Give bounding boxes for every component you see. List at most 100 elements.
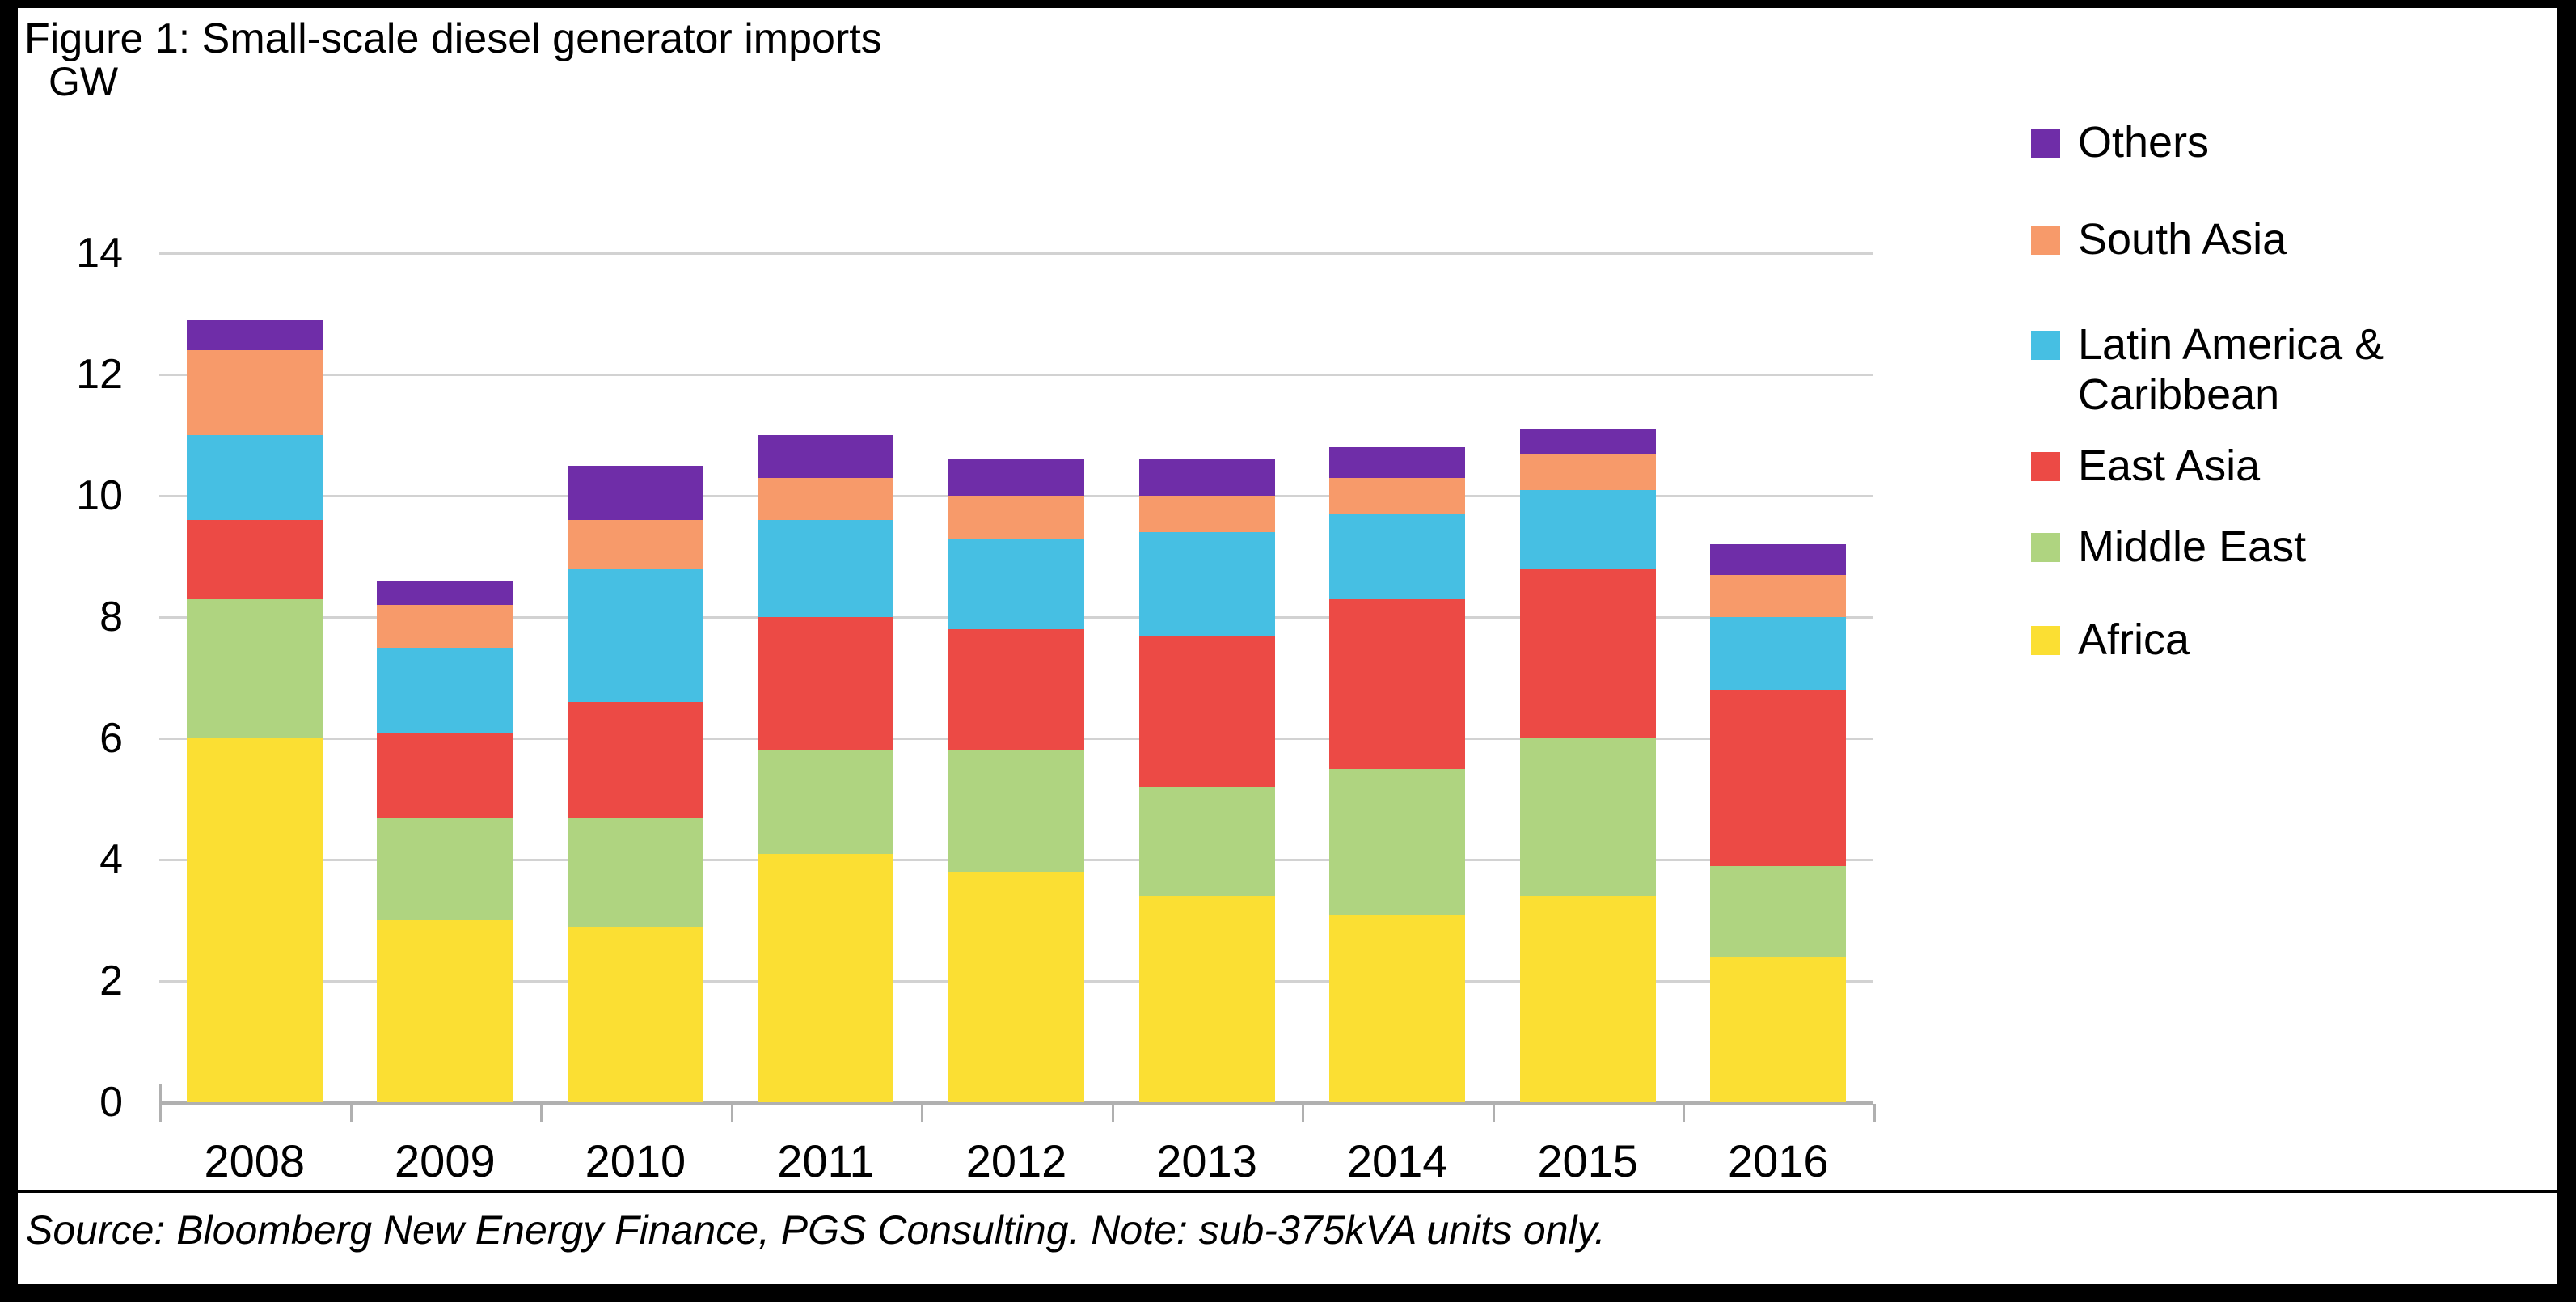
x-axis-line — [159, 1101, 1873, 1105]
bar-segment-2008-east-asia[interactable] — [187, 520, 323, 599]
bar-segment-2009-middle-east[interactable] — [377, 817, 513, 920]
bar-segment-2014-middle-east[interactable] — [1329, 768, 1465, 915]
x-axis-tick-2016 — [1873, 1104, 1876, 1122]
bar-segment-2009-south-asia[interactable] — [377, 605, 513, 648]
y-tick-label-0: 0 — [99, 1079, 123, 1126]
bar-segment-2010-east-asia[interactable] — [568, 702, 703, 818]
source-divider — [18, 1190, 2557, 1193]
bar-segment-2008-middle-east[interactable] — [187, 598, 323, 738]
bar-segment-2009-africa[interactable] — [377, 920, 513, 1102]
bar-2016[interactable] — [1710, 544, 1846, 1102]
bar-segment-2011-africa[interactable] — [758, 853, 893, 1102]
bar-segment-2011-middle-east[interactable] — [758, 750, 893, 854]
bar-segment-2009-east-asia[interactable] — [377, 732, 513, 818]
bar-segment-2014-east-asia[interactable] — [1329, 598, 1465, 769]
bar-segment-2013-south-asia[interactable] — [1139, 496, 1275, 532]
legend-item-others[interactable]: Others — [2031, 117, 2209, 167]
source-note: Source: Bloomberg New Energy Finance, PG… — [26, 1207, 1606, 1253]
x-axis-tick-2014 — [1493, 1104, 1495, 1122]
legend-swatch-icon — [2031, 226, 2060, 255]
bar-2010[interactable] — [568, 465, 703, 1102]
bar-2015[interactable] — [1520, 429, 1656, 1102]
x-axis-tick-origin — [159, 1104, 162, 1122]
x-tick-label-2010: 2010 — [585, 1135, 686, 1186]
bar-segment-2013-middle-east[interactable] — [1139, 787, 1275, 896]
bar-segment-2015-africa[interactable] — [1520, 896, 1656, 1102]
gridline-14 — [159, 252, 1873, 255]
bar-segment-2013-africa[interactable] — [1139, 896, 1275, 1102]
bar-2009[interactable] — [377, 581, 513, 1102]
x-tick-label-2012: 2012 — [965, 1135, 1067, 1186]
bar-segment-2015-east-asia[interactable] — [1520, 569, 1656, 738]
bar-segment-2008-others[interactable] — [187, 319, 323, 350]
bar-segment-2013-others[interactable] — [1139, 459, 1275, 496]
bar-segment-2014-others[interactable] — [1329, 447, 1465, 478]
x-tick-label-2014: 2014 — [1346, 1135, 1448, 1186]
legend-swatch-icon — [2031, 533, 2060, 562]
legend-item-middle-east[interactable]: Middle East — [2031, 522, 2306, 572]
bar-2008[interactable] — [187, 319, 323, 1102]
x-tick-label-2013: 2013 — [1156, 1135, 1257, 1186]
legend-label: South Asia — [2078, 215, 2287, 264]
y-axis-origin-tick — [159, 1084, 162, 1102]
bar-segment-2009-latin-america-caribbean[interactable] — [377, 647, 513, 733]
y-axis-unit-label: GW — [49, 59, 119, 104]
x-tick-label-2015: 2015 — [1537, 1135, 1638, 1186]
bar-segment-2016-latin-america-caribbean[interactable] — [1710, 617, 1846, 690]
legend-label: Middle East — [2078, 522, 2307, 571]
x-tick-label-2011: 2011 — [777, 1135, 875, 1186]
bar-segment-2014-africa[interactable] — [1329, 914, 1465, 1102]
x-tick-label-2009: 2009 — [395, 1135, 496, 1186]
legend-swatch-icon — [2031, 129, 2060, 158]
bar-segment-2009-others[interactable] — [377, 581, 513, 605]
legend-label: Latin America & Caribbean — [2078, 320, 2384, 419]
bar-segment-2015-middle-east[interactable] — [1520, 738, 1656, 896]
legend-item-africa[interactable]: Africa — [2031, 615, 2190, 665]
legend-item-east-asia[interactable]: East Asia — [2031, 441, 2260, 491]
x-axis-tick-2011 — [921, 1104, 923, 1122]
bar-segment-2016-others[interactable] — [1710, 544, 1846, 575]
bar-segment-2015-others[interactable] — [1520, 429, 1656, 454]
bar-segment-2016-south-asia[interactable] — [1710, 574, 1846, 617]
bar-2013[interactable] — [1139, 459, 1275, 1102]
legend-item-latin-america-caribbean[interactable]: Latin America & Caribbean — [2031, 319, 2466, 420]
figure-title: Figure 1: Small-scale diesel generator i… — [24, 15, 882, 62]
bar-segment-2015-latin-america-caribbean[interactable] — [1520, 489, 1656, 569]
bar-segment-2010-south-asia[interactable] — [568, 520, 703, 569]
bar-2011[interactable] — [758, 435, 893, 1102]
x-axis-tick-2009 — [540, 1104, 543, 1122]
bar-segment-2016-middle-east[interactable] — [1710, 865, 1846, 957]
bar-segment-2012-south-asia[interactable] — [948, 496, 1084, 539]
bar-segment-2010-middle-east[interactable] — [568, 817, 703, 927]
legend-item-south-asia[interactable]: South Asia — [2031, 214, 2287, 264]
chart-plot-area: GW 0 2 4 6 8 10 12 14 2008 2009 2010 2011 2012 2013 2… — [18, 8, 2557, 1284]
bar-segment-2010-others[interactable] — [568, 465, 703, 520]
bar-segment-2011-latin-america-caribbean[interactable] — [758, 520, 893, 617]
bar-segment-2012-latin-america-caribbean[interactable] — [948, 538, 1084, 629]
bar-segment-2016-africa[interactable] — [1710, 957, 1846, 1102]
bar-segment-2012-east-asia[interactable] — [948, 629, 1084, 750]
bar-segment-2015-south-asia[interactable] — [1520, 453, 1656, 490]
bar-2014[interactable] — [1329, 447, 1465, 1102]
bar-segment-2012-others[interactable] — [948, 459, 1084, 496]
y-tick-label-10: 10 — [76, 472, 123, 519]
bar-segment-2013-east-asia[interactable] — [1139, 635, 1275, 787]
bar-segment-2013-latin-america-caribbean[interactable] — [1139, 532, 1275, 636]
bar-segment-2008-south-asia[interactable] — [187, 350, 323, 435]
bar-segment-2012-africa[interactable] — [948, 872, 1084, 1102]
bar-segment-2011-south-asia[interactable] — [758, 477, 893, 520]
bar-segment-2012-middle-east[interactable] — [948, 750, 1084, 872]
bar-segment-2008-latin-america-caribbean[interactable] — [187, 435, 323, 520]
bar-segment-2010-latin-america-caribbean[interactable] — [568, 569, 703, 702]
bar-segment-2014-latin-america-caribbean[interactable] — [1329, 514, 1465, 599]
bar-segment-2016-east-asia[interactable] — [1710, 690, 1846, 866]
y-tick-label-8: 8 — [99, 594, 123, 640]
bar-segment-2008-africa[interactable] — [187, 738, 323, 1102]
bar-segment-2014-south-asia[interactable] — [1329, 477, 1465, 514]
y-tick-label-4: 4 — [99, 836, 123, 883]
bar-segment-2010-africa[interactable] — [568, 926, 703, 1102]
bar-segment-2011-east-asia[interactable] — [758, 617, 893, 750]
x-axis-tick-2008 — [350, 1104, 353, 1122]
bar-2012[interactable] — [948, 459, 1084, 1102]
bar-segment-2011-others[interactable] — [758, 435, 893, 478]
